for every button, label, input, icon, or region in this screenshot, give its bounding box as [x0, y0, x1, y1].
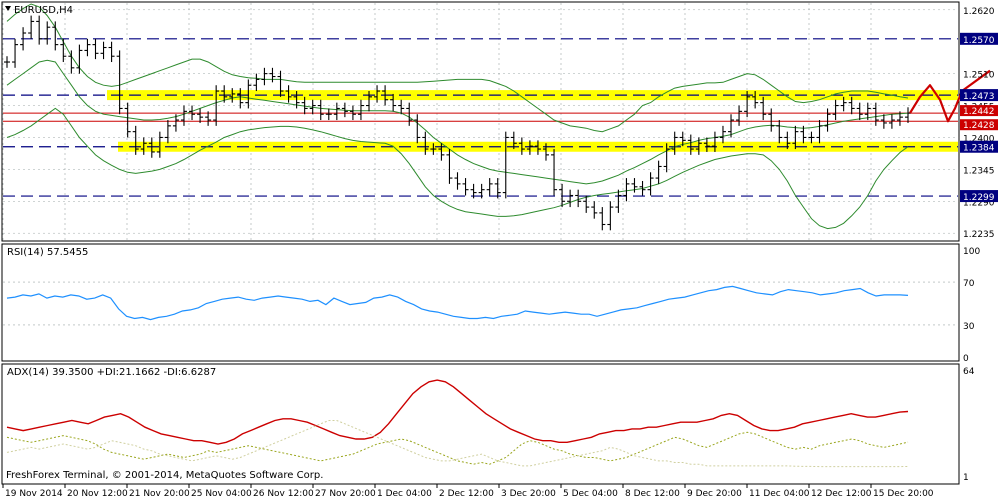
price-value-label: 1.2442 [963, 107, 995, 117]
rsi-panel-title: RSI(14) 57.5455 [7, 247, 88, 258]
level-value-box [960, 140, 998, 153]
price-panel-title: EURUSD,H4 [14, 5, 73, 16]
x-tick-label: 11 Dec 04:00 [749, 489, 810, 499]
price-y-tick: 1.2400 [963, 134, 995, 144]
x-tick-label: 26 Nov 12:00 [253, 489, 314, 499]
price-panel-frame[interactable] [1, 1, 960, 242]
bollinger-middle-line [6, 59, 909, 185]
level-value-box [960, 32, 998, 45]
level-value-box [960, 89, 998, 102]
level-value-label: 1.2299 [963, 193, 995, 203]
chart-menu-icon[interactable] [5, 6, 11, 11]
x-axis-labels: 19 Nov 2014 20 Nov 12:00 21 Nov 20:00 25 No… [2, 484, 934, 499]
rsi-y-tick: 0 [963, 354, 969, 364]
x-tick-label: 25 Nov 04:00 [191, 489, 252, 499]
x-tick-label: 1 Dec 04:00 [377, 489, 432, 499]
rsi-line [6, 285, 909, 321]
x-tick-label: 5 Dec 04:00 [563, 489, 618, 499]
level-value-label: 1.2570 [963, 36, 995, 46]
x-tick-label: 9 Dec 20:00 [687, 489, 742, 499]
price-value-box [960, 119, 998, 131]
x-tick-label: 20 Nov 12:00 [67, 489, 128, 499]
price-y-tick: 1.2345 [963, 166, 995, 176]
adx-y-tick: 1 [963, 473, 969, 483]
adx-line [6, 379, 909, 445]
x-tick-label: 21 Nov 20:00 [129, 489, 190, 499]
price-y-tick: 1.2235 [963, 230, 995, 240]
x-tick-label: 12 Dec 12:00 [811, 489, 872, 499]
bollinger-lower-line [6, 107, 909, 230]
rsi-y-tick: 30 [963, 322, 975, 332]
x-tick-label: 8 Dec 12:00 [625, 489, 680, 499]
x-tick-label: 19 Nov 2014 [5, 489, 63, 499]
x-tick-label: 3 Dec 20:00 [501, 489, 556, 499]
x-tick-label: 2 Dec 12:00 [439, 489, 494, 499]
horizontal-levels [3, 38, 958, 197]
price-y-tick: 1.2290 [963, 198, 995, 208]
price-bars [4, 15, 911, 231]
level-value-label: 1.2473 [963, 92, 995, 102]
price-value-box [960, 105, 998, 117]
bollinger-upper-line [6, 3, 909, 133]
minus-di-line [6, 420, 909, 468]
x-tick-label: 27 Nov 20:00 [315, 489, 376, 499]
x-tick-label: 15 Dec 20:00 [873, 489, 934, 499]
rsi-panel-frame[interactable] [1, 243, 960, 362]
copyright-footer: FreshForex Terminal, © 2001-2014, MetaQu… [6, 470, 323, 481]
price-y-tick: 1.2510 [963, 71, 995, 81]
adx-panel-title: ADX(14) 39.3500 +DI:21.1662 -DI:6.6287 [7, 367, 216, 378]
adx-y-tick: 64 [963, 367, 975, 377]
level-value-box [960, 190, 998, 203]
adx-panel-frame[interactable] [1, 363, 960, 485]
rsi-series [6, 285, 909, 321]
rsi-y-tick: 70 [963, 279, 975, 289]
price-y-tick: 1.2620 [963, 7, 995, 17]
level-value-label: 1.2384 [963, 144, 995, 154]
bollinger-bands [6, 3, 909, 230]
rsi-y-tick: 100 [963, 247, 980, 257]
y-axis-labels: 1.26201.25101.24551.24001.23451.22901.22… [960, 7, 998, 483]
price-value-label: 1.2428 [963, 121, 995, 131]
adx-series [6, 379, 909, 468]
